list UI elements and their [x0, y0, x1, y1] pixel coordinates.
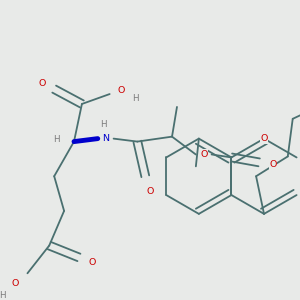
- Text: N: N: [102, 134, 109, 143]
- Text: H: H: [0, 291, 6, 300]
- Text: O: O: [118, 85, 125, 94]
- Text: H: H: [132, 94, 139, 103]
- Text: O: O: [88, 258, 95, 267]
- Text: O: O: [12, 279, 19, 288]
- Text: H: H: [53, 135, 59, 144]
- Text: O: O: [269, 160, 277, 169]
- Text: H: H: [100, 120, 107, 129]
- Text: O: O: [146, 187, 154, 196]
- Text: O: O: [200, 150, 207, 159]
- Text: O: O: [39, 79, 46, 88]
- Text: O: O: [260, 134, 268, 143]
